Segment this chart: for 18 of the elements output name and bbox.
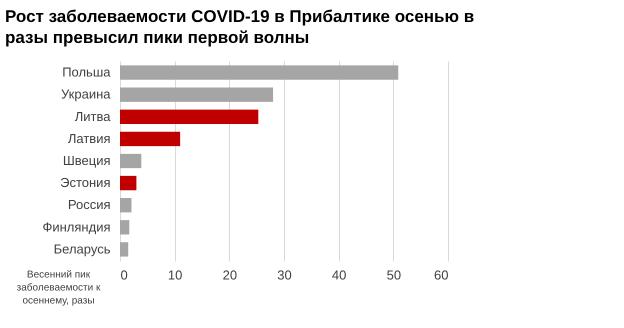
y-tick-label: Украина xyxy=(61,86,112,102)
x-tick-label: 0 xyxy=(120,268,128,282)
x-tick-label: 10 xyxy=(168,268,182,282)
x-tick-label: 60 xyxy=(434,268,448,282)
x-axis-title: Весенний пик заболеваемости к осеннему, разы xyxy=(16,270,101,306)
y-tick-label: Литва xyxy=(74,108,112,124)
x-tick-label: 50 xyxy=(386,268,402,282)
x-tick-label: 40 xyxy=(332,268,346,282)
y-tick-label: Финляндия xyxy=(42,219,110,234)
y-tick-label: Швеция xyxy=(62,153,110,168)
y-tick-label: Эстония xyxy=(60,175,110,190)
y-tick-label: Беларусь xyxy=(54,241,111,256)
y-tick-label: Польша xyxy=(62,64,112,80)
y-tick-label: Латвия xyxy=(68,130,110,146)
x-tick-label: 20 xyxy=(222,268,238,282)
y-tick-label: Россия xyxy=(68,197,110,212)
x-tick-label: 30 xyxy=(277,268,292,282)
chart-title: Рост заболеваемости COVID-19 в Прибалтике осенью в разы превысил пики первой волны xyxy=(5,7,474,47)
